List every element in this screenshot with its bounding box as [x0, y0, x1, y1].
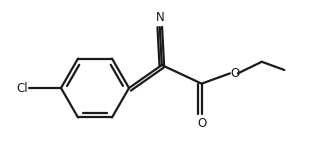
Text: Cl: Cl	[16, 82, 28, 94]
Text: O: O	[197, 117, 206, 130]
Text: N: N	[155, 11, 164, 24]
Text: O: O	[231, 67, 240, 80]
